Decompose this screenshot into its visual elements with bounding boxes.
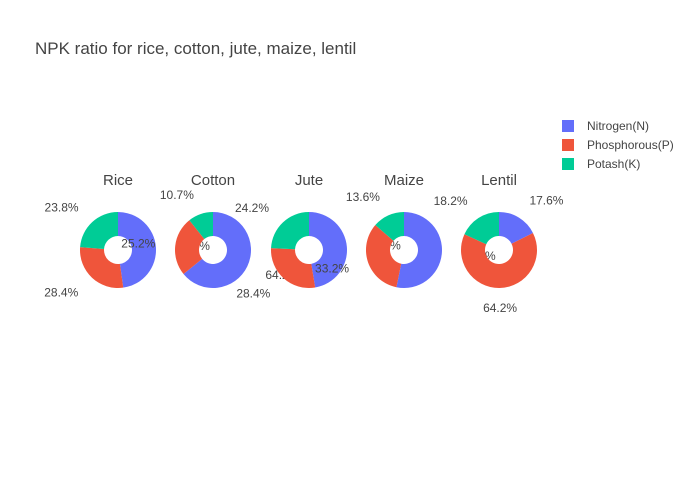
slice-jute-phosphorous[interactable]	[271, 248, 316, 288]
legend-item-phosphorous[interactable]: Phosphorous(P)	[562, 135, 674, 154]
pie-title-rice: Rice	[103, 172, 133, 189]
slice-lentil-potash[interactable]	[464, 212, 499, 245]
slice-label-lentil-nitrogen: 17.6%	[529, 194, 563, 208]
legend-label-nitrogen: Nitrogen(N)	[587, 118, 650, 133]
legend: Nitrogen(N) Phosphorous(P) Potash(K)	[562, 116, 674, 173]
slice-jute-potash[interactable]	[271, 212, 309, 250]
slice-cotton-nitrogen[interactable]	[183, 212, 252, 288]
slice-label-lentil-potash: 18.2%	[434, 194, 468, 208]
slice-label-jute-phosphorous: 28.4%	[236, 286, 270, 300]
legend-item-potash[interactable]: Potash(K)	[562, 154, 674, 173]
pie-title-jute: Jute	[295, 172, 323, 189]
slice-cotton-phosphorous[interactable]	[175, 220, 205, 274]
slice-maize-potash[interactable]	[375, 212, 404, 241]
slice-label-maize-potash: 13.6%	[346, 190, 380, 204]
slice-label-jute-potash: 24.2%	[235, 201, 269, 215]
slice-label-maize-phosphorous: 33.2%	[315, 262, 349, 276]
slice-rice-nitrogen[interactable]	[118, 212, 156, 288]
legend-swatch-nitrogen	[562, 119, 574, 132]
slice-jute-nitrogen[interactable]	[309, 212, 348, 288]
slice-maize-phosphorous[interactable]	[366, 225, 402, 288]
chart-title: NPK ratio for rice, cotton, jute, maize,…	[35, 39, 357, 58]
legend-item-nitrogen[interactable]: Nitrogen(N)	[562, 116, 674, 135]
legend-label-phosphorous: Phosphorous(P)	[587, 137, 674, 152]
pie-title-maize: Maize	[384, 172, 424, 189]
pie-title-cotton: Cotton	[191, 172, 235, 189]
slice-label-cotton-phosphorous: 25.2%	[121, 237, 155, 251]
slice-lentil-phosphorous[interactable]	[461, 232, 537, 288]
slice-maize-nitrogen[interactable]	[396, 212, 442, 289]
legend-swatch-phosphorous	[562, 138, 574, 151]
slice-rice-potash[interactable]	[80, 212, 118, 249]
slice-lentil-nitrogen[interactable]	[499, 211, 533, 244]
legend-swatch-potash	[562, 157, 574, 170]
slice-label-lentil-phosphorous: 64.2%	[483, 301, 517, 315]
slice-label-cotton-potash: 10.7%	[160, 188, 194, 202]
slice-label-rice-phosphorous: 28.4%	[44, 285, 78, 299]
slice-cotton-potash[interactable]	[189, 211, 213, 240]
slice-rice-phosphorous[interactable]	[80, 247, 124, 289]
pie-title-lentil: Lentil	[481, 172, 517, 189]
legend-label-potash: Potash(K)	[587, 156, 641, 171]
slice-label-rice-potash: 23.8%	[45, 200, 79, 214]
